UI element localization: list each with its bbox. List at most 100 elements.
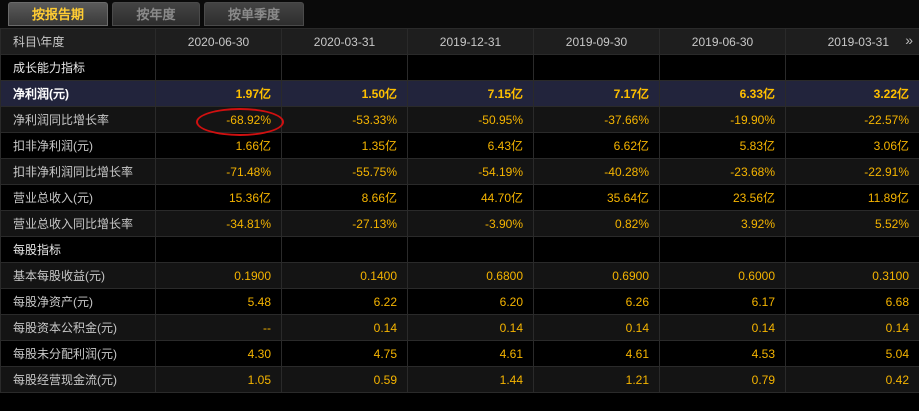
header-period-label: 2020-03-31 bbox=[313, 34, 376, 49]
value-cell: -37.66% bbox=[533, 106, 660, 133]
value-cell: 0.6000 bbox=[659, 262, 786, 289]
value-cell: 5.52% bbox=[785, 210, 919, 237]
value-cell: -68.92% bbox=[155, 106, 282, 133]
value-cell: 0.6800 bbox=[407, 262, 534, 289]
table-row: 营业总收入(元) 15.36亿 8.66亿 44.70亿 35.64亿 23.56亿 11.… bbox=[0, 184, 919, 211]
value-cell: 3.22亿 bbox=[785, 80, 919, 107]
value-cell: 1.21 bbox=[533, 366, 660, 393]
value-cell: 6.22 bbox=[281, 288, 408, 315]
value-cell: -22.91% bbox=[785, 158, 919, 185]
value-cell: 0.14 bbox=[785, 314, 919, 341]
header-period[interactable]: 2019-03-31 » bbox=[785, 28, 919, 55]
empty-cell bbox=[785, 236, 919, 263]
value-cell: 0.14 bbox=[281, 314, 408, 341]
value-cell: 11.89亿 bbox=[785, 184, 919, 211]
header-period[interactable]: 2019-12-31 bbox=[407, 28, 534, 55]
row-label: 营业总收入同比增长率 bbox=[0, 210, 156, 237]
value-cell: 6.62亿 bbox=[533, 132, 660, 159]
row-label: 每股未分配利润(元) bbox=[0, 340, 156, 367]
row-label: 净利润同比增长率 bbox=[0, 106, 156, 133]
value-cell: 0.14 bbox=[533, 314, 660, 341]
row-label: 净利润(元) bbox=[0, 80, 156, 107]
value-cell: 5.48 bbox=[155, 288, 282, 315]
header-period-label: 2019-09-30 bbox=[565, 34, 628, 49]
table-row: 扣非净利润(元) 1.66亿 1.35亿 6.43亿 6.62亿 5.83亿 3.06亿 bbox=[0, 132, 919, 159]
empty-cell bbox=[533, 236, 660, 263]
row-label: 扣非净利润(元) bbox=[0, 132, 156, 159]
header-period[interactable]: 2020-03-31 bbox=[281, 28, 408, 55]
value-cell: 3.06亿 bbox=[785, 132, 919, 159]
value-cell: 1.66亿 bbox=[155, 132, 282, 159]
header-period-label: 2019-12-31 bbox=[439, 34, 502, 49]
value-cell: 4.61 bbox=[407, 340, 534, 367]
empty-cell bbox=[155, 236, 282, 263]
tab-by-year[interactable]: 按年度 bbox=[112, 2, 200, 26]
header-period[interactable]: 2019-09-30 bbox=[533, 28, 660, 55]
value-cell: 0.79 bbox=[659, 366, 786, 393]
value-cell: 15.36亿 bbox=[155, 184, 282, 211]
value-cell: 7.17亿 bbox=[533, 80, 660, 107]
value-cell: -23.68% bbox=[659, 158, 786, 185]
value-cell: -22.57% bbox=[785, 106, 919, 133]
header-period[interactable]: 2020-06-30 bbox=[155, 28, 282, 55]
value-cell: 3.92% bbox=[659, 210, 786, 237]
value-cell: 0.14 bbox=[407, 314, 534, 341]
value-cell: 6.17 bbox=[659, 288, 786, 315]
section-title: 成长能力指标 bbox=[0, 54, 156, 81]
tab-by-quarter[interactable]: 按单季度 bbox=[204, 2, 304, 26]
row-label: 基本每股收益(元) bbox=[0, 262, 156, 289]
table-row: 每股未分配利润(元) 4.30 4.75 4.61 4.61 4.53 5.04 bbox=[0, 340, 919, 367]
value-cell: -- bbox=[155, 314, 282, 341]
empty-cell bbox=[659, 236, 786, 263]
value-cell: 35.64亿 bbox=[533, 184, 660, 211]
header-subject-year: 科目\年度 bbox=[0, 28, 156, 55]
value-cell: 44.70亿 bbox=[407, 184, 534, 211]
section-header-row: 每股指标 bbox=[0, 236, 919, 263]
value-cell: -19.90% bbox=[659, 106, 786, 133]
value-cell: 0.14 bbox=[659, 314, 786, 341]
value-cell: 0.82% bbox=[533, 210, 660, 237]
table-row: 净利润同比增长率 -68.92% -53.33% -50.95% -37.66% -19.… bbox=[0, 106, 919, 133]
row-label: 每股资本公积金(元) bbox=[0, 314, 156, 341]
header-period-label: 2019-03-31 bbox=[827, 34, 889, 49]
table-row: 扣非净利润同比增长率 -71.48% -55.75% -54.19% -40.28% -2… bbox=[0, 158, 919, 185]
value-cell: 1.50亿 bbox=[281, 80, 408, 107]
header-period-label: 2019-06-30 bbox=[691, 34, 754, 49]
tab-by-report-period[interactable]: 按报告期 bbox=[8, 2, 108, 26]
report-tabs: 按报告期 按年度 按单季度 bbox=[0, 0, 919, 28]
value-cell: -34.81% bbox=[155, 210, 282, 237]
table-row: 基本每股收益(元) 0.1900 0.1400 0.6800 0.6900 0.6000 0… bbox=[0, 262, 919, 289]
section-header-row: 成长能力指标 bbox=[0, 54, 919, 81]
empty-cell bbox=[281, 236, 408, 263]
value-cell: 23.56亿 bbox=[659, 184, 786, 211]
value-cell: -55.75% bbox=[281, 158, 408, 185]
value-cell: 5.83亿 bbox=[659, 132, 786, 159]
value-cell: -3.90% bbox=[407, 210, 534, 237]
value-cell: 0.1400 bbox=[281, 262, 408, 289]
value-cell: 6.43亿 bbox=[407, 132, 534, 159]
section-title: 每股指标 bbox=[0, 236, 156, 263]
value-cell: 0.6900 bbox=[533, 262, 660, 289]
row-label: 扣非净利润同比增长率 bbox=[0, 158, 156, 185]
value-cell: -71.48% bbox=[155, 158, 282, 185]
value-cell: 0.59 bbox=[281, 366, 408, 393]
value-cell: 6.33亿 bbox=[659, 80, 786, 107]
empty-cell bbox=[407, 236, 534, 263]
empty-cell bbox=[659, 54, 786, 81]
row-label: 每股净资产(元) bbox=[0, 288, 156, 315]
value-cell: 8.66亿 bbox=[281, 184, 408, 211]
empty-cell bbox=[155, 54, 282, 81]
row-label: 营业总收入(元) bbox=[0, 184, 156, 211]
value-cell: -50.95% bbox=[407, 106, 534, 133]
header-period[interactable]: 2019-06-30 bbox=[659, 28, 786, 55]
table-row: 营业总收入同比增长率 -34.81% -27.13% -3.90% 0.82% 3.92%… bbox=[0, 210, 919, 237]
empty-cell bbox=[533, 54, 660, 81]
value-cell: 4.53 bbox=[659, 340, 786, 367]
chevron-double-right-icon[interactable]: » bbox=[905, 32, 913, 48]
value-cell: 7.15亿 bbox=[407, 80, 534, 107]
empty-cell bbox=[281, 54, 408, 81]
value-cell: 0.42 bbox=[785, 366, 919, 393]
table-row: 每股净资产(元) 5.48 6.22 6.20 6.26 6.17 6.68 bbox=[0, 288, 919, 315]
financial-indicators-table: 科目\年度 2020-06-30 2020-03-31 2019-12-31 2019-… bbox=[0, 28, 919, 393]
table-row: 每股资本公积金(元) -- 0.14 0.14 0.14 0.14 0.14 bbox=[0, 314, 919, 341]
